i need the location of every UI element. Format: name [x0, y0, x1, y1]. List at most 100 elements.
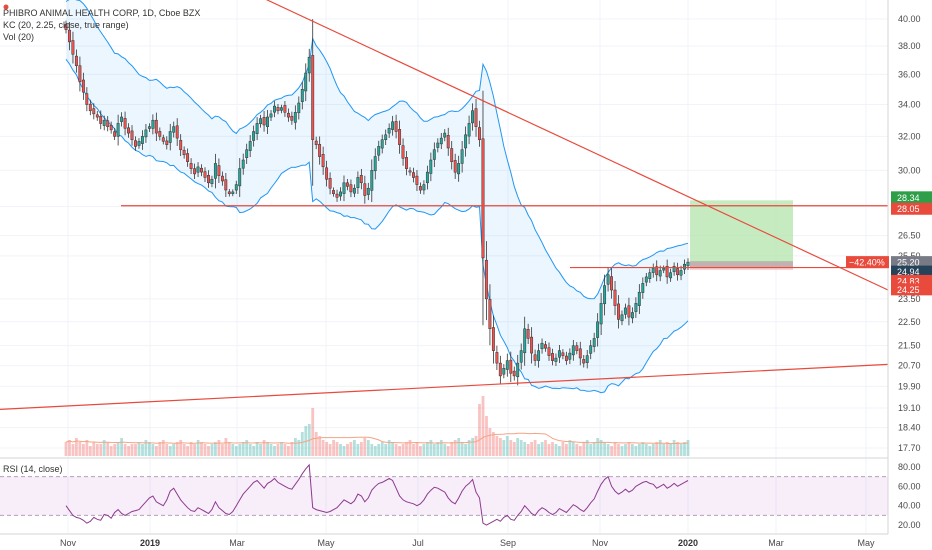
volume-bar [610, 446, 613, 456]
rsi-pane[interactable] [0, 458, 888, 534]
volume-bar [158, 442, 162, 456]
candle-body [127, 127, 130, 134]
candle-body [415, 175, 419, 185]
candle-body [589, 345, 593, 354]
volume-bar [95, 444, 99, 456]
candle-body [453, 160, 457, 173]
candle-body [384, 134, 388, 140]
volume-bar [665, 442, 669, 456]
volume-bar [613, 442, 617, 456]
volume-bar [144, 440, 148, 456]
volume-bar [679, 444, 683, 456]
badge-stop: 24.83 [897, 276, 920, 286]
volume-bar [533, 440, 537, 456]
volume-bar [92, 442, 96, 456]
candle-body [279, 107, 283, 111]
candle-body [130, 130, 134, 140]
volume-bar [502, 440, 506, 456]
volume-bar [241, 442, 245, 456]
legend-rsi[interactable]: RSI (14, close) [3, 464, 63, 474]
candle-body [325, 167, 329, 180]
time-axis-label: Sep [500, 538, 516, 548]
volume-bar [624, 444, 627, 456]
candle-body [676, 268, 680, 276]
candle-body [370, 170, 374, 191]
volume-bar [526, 444, 530, 456]
candle-body [474, 108, 478, 127]
volume-bar [311, 408, 315, 456]
volume-bar [75, 438, 78, 456]
candle-body [578, 348, 582, 359]
volume-bar [662, 444, 666, 456]
volume-bar [415, 442, 419, 456]
badge-last-bg [891, 265, 932, 278]
candle-body [380, 139, 384, 149]
candle-body [644, 276, 648, 283]
volume-bar [481, 396, 485, 456]
volume-bar [85, 440, 89, 456]
rsi-band [0, 476, 888, 516]
volume-bar [234, 446, 238, 456]
volume-bar [335, 442, 339, 456]
candle-body [418, 186, 422, 191]
ascending-trendline [0, 363, 889, 410]
candle-body [498, 362, 502, 377]
badge-entry: 25.20 [897, 258, 920, 268]
volume-bar [123, 444, 127, 456]
badge-target-bg [891, 191, 932, 204]
candle-body [585, 355, 589, 363]
legend-symbol[interactable]: PHIBRO ANIMAL HEALTH CORP, 1D, Cboe BZX [3, 8, 200, 18]
candle-body [613, 289, 617, 306]
candle-body [516, 362, 520, 378]
legend-volume[interactable]: Vol (20) [3, 32, 34, 42]
candle-body [88, 103, 92, 112]
volume-bar [172, 444, 176, 456]
volume-ma-line [65, 432, 689, 445]
volume-bar [134, 444, 137, 456]
rsi-line [65, 463, 689, 526]
time-axis-label: May [857, 538, 875, 548]
badge-trendline-bg [891, 283, 932, 296]
candle-body [450, 148, 454, 162]
candlesticks[interactable] [64, 19, 690, 386]
volume-bar [672, 440, 676, 456]
candle-body [238, 168, 242, 187]
candle-body [200, 167, 203, 173]
volume-bar [565, 444, 568, 456]
volume-bar [547, 444, 551, 456]
current-pnl-zone [690, 261, 793, 268]
volume-bar [373, 446, 377, 456]
volume-bar [551, 442, 554, 456]
volume-bar [353, 440, 356, 456]
volume-bar [464, 444, 467, 456]
price-axis-label: 40.00 [898, 14, 921, 24]
volume-bar [248, 444, 252, 456]
volume-bar [638, 444, 641, 456]
volume-bar [193, 444, 196, 456]
volume-bar [203, 444, 207, 456]
candle-body [203, 171, 207, 178]
volume-bar [255, 442, 259, 456]
volume-bar [408, 440, 412, 456]
candle-body [394, 121, 398, 132]
candle-body [617, 303, 620, 320]
volume-bar [519, 440, 523, 456]
volume-bar [165, 444, 169, 456]
volume-bar [627, 442, 631, 456]
price-axis-label: 18.40 [898, 423, 921, 433]
volume-bar [231, 444, 235, 456]
volume-bar [325, 442, 328, 456]
rsi-axis-label: 20.00 [898, 520, 921, 530]
volume-bar [217, 440, 221, 456]
legend-keltner[interactable]: KC (20, 2.25, close, true range) [3, 20, 129, 30]
candle-body [210, 178, 214, 184]
candle-body [196, 166, 200, 173]
drawings[interactable] [0, 0, 889, 410]
candle-body [123, 118, 127, 129]
candle-body [537, 350, 541, 361]
descending-trendline [266, 0, 889, 291]
badge-support-bg [891, 202, 932, 215]
volume-bar [606, 444, 610, 456]
candle-body [259, 118, 263, 125]
